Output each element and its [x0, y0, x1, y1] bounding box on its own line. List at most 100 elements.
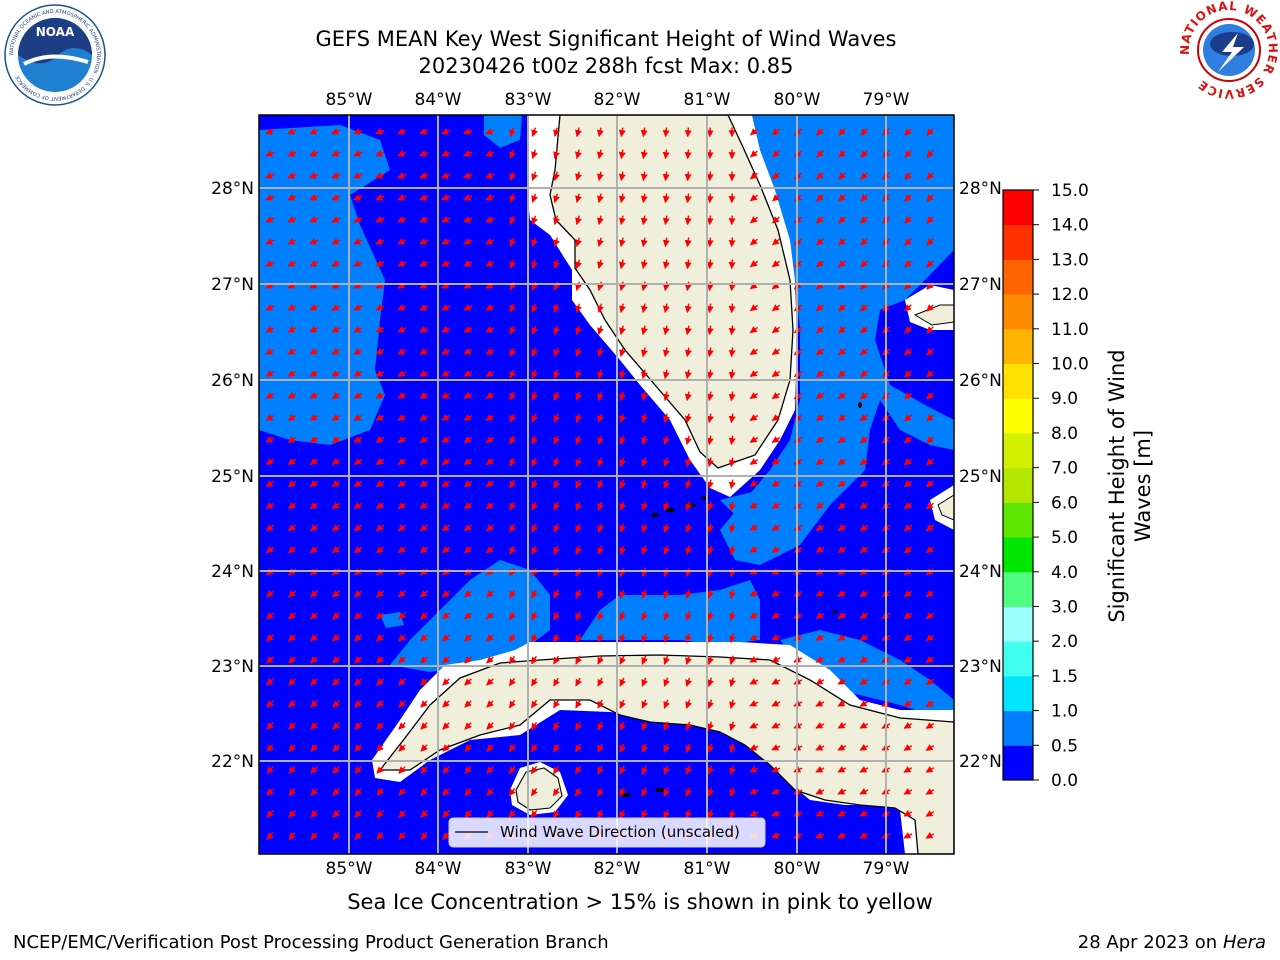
svg-text:82°W: 82°W: [594, 90, 641, 110]
wave-direction-arrow: [662, 149, 670, 160]
wave-direction-arrow: [419, 260, 429, 267]
wave-direction-arrow: [619, 765, 626, 775]
colorbar-segment: [1003, 432, 1033, 469]
wave-direction-arrow: [287, 172, 297, 179]
wave-direction-arrow: [575, 435, 582, 445]
wave-direction-arrow: [815, 304, 824, 312]
wave-direction-arrow: [641, 721, 648, 731]
wave-direction-arrow: [663, 721, 670, 731]
wave-direction-arrow: [597, 413, 604, 423]
wave-direction-arrow: [904, 304, 912, 312]
wave-direction-arrow: [509, 611, 516, 621]
colorbar-segment: [1003, 606, 1033, 642]
wave-direction-arrow: [266, 700, 274, 708]
wave-direction-arrow: [441, 172, 451, 179]
wave-direction-arrow: [816, 150, 824, 158]
wave-direction-arrow: [397, 524, 407, 532]
wave-direction-arrow: [441, 304, 451, 311]
wave-direction-arrow: [684, 413, 692, 424]
wave-direction-arrow: [553, 589, 560, 599]
wave-direction-arrow: [663, 743, 670, 753]
nws-logo-icon: NATIONAL WEATHER SERVICE: [1178, 0, 1279, 101]
wave-direction-arrow: [860, 238, 868, 246]
wave-direction-arrow: [265, 524, 275, 532]
wave-direction-arrow: [353, 150, 363, 157]
wave-direction-arrow: [837, 348, 846, 356]
wave-direction-arrow: [531, 435, 538, 445]
wave-direction-arrow: [641, 457, 648, 467]
wave-direction-arrow: [376, 678, 384, 686]
wave-direction-arrow: [375, 260, 385, 267]
wave-direction-arrow: [531, 237, 538, 247]
wave-direction-arrow: [508, 765, 516, 775]
noaa-logo-icon: NOAA NATIONAL OCEANIC AND ATMOSPHERIC AD…: [4, 4, 106, 106]
wave-direction-arrow: [619, 523, 626, 533]
wave-direction-arrow: [618, 149, 626, 160]
sea-ice-note: Sea Ice Concentration > 15% is shown in …: [347, 890, 933, 914]
wave-direction-arrow: [485, 238, 495, 245]
wave-direction-arrow: [597, 655, 604, 665]
wave-direction-arrow: [375, 370, 385, 377]
wave-direction-arrow: [859, 722, 869, 729]
wave-direction-arrow: [749, 172, 758, 180]
wave-direction-arrow: [860, 150, 868, 158]
wave-direction-arrow: [706, 325, 714, 336]
wave-direction-arrow: [575, 787, 582, 797]
wave-direction-arrow: [771, 612, 781, 619]
wave-direction-arrow: [771, 502, 781, 509]
wave-direction-arrow: [553, 435, 560, 445]
wave-direction-arrow: [419, 326, 429, 333]
wave-direction-arrow: [575, 765, 582, 775]
wave-direction-arrow: [597, 303, 604, 313]
wave-direction-arrow: [420, 810, 428, 818]
wave-direction-arrow: [837, 458, 847, 466]
wave-direction-arrow: [397, 238, 407, 245]
wave-direction-arrow: [531, 501, 538, 511]
wave-direction-arrow: [641, 347, 648, 358]
wave-direction-arrow: [309, 370, 319, 377]
wave-direction-arrow: [353, 392, 363, 399]
wave-direction-arrow: [486, 612, 494, 620]
wave-direction-arrow: [508, 721, 516, 731]
wave-direction-arrow: [685, 611, 692, 621]
wave-direction-arrow: [728, 457, 736, 468]
wave-direction-arrow: [353, 326, 363, 333]
wave-direction-arrow: [903, 656, 913, 664]
svg-text:25°N: 25°N: [211, 467, 254, 487]
wave-direction-arrow: [265, 260, 275, 267]
wave-direction-arrow: [904, 128, 912, 136]
wave-direction-arrow: [310, 788, 318, 796]
wave-direction-arrow: [837, 414, 847, 422]
wave-direction-arrow: [331, 480, 341, 488]
wave-direction-arrow: [441, 238, 451, 245]
wave-direction-arrow: [353, 590, 362, 598]
wave-direction-arrow: [464, 744, 472, 752]
wave-direction-arrow: [903, 700, 913, 707]
svg-text:79°W: 79°W: [863, 90, 910, 110]
wave-direction-arrow: [663, 677, 670, 687]
wave-direction-arrow: [332, 700, 340, 708]
map-frame: [258, 114, 955, 855]
wave-direction-arrow: [485, 172, 495, 179]
wave-direction-arrow: [925, 458, 934, 466]
wave-direction-arrow: [420, 832, 428, 840]
wave-direction-arrow: [375, 238, 385, 245]
wave-direction-arrow: [575, 699, 582, 709]
wave-direction-arrow: [749, 502, 759, 509]
wave-direction-arrow: [838, 194, 846, 202]
wave-direction-arrow: [771, 656, 781, 663]
colorbar-tick-label: 10.0: [1051, 355, 1089, 375]
wave-direction-arrow: [509, 457, 516, 467]
wave-direction-arrow: [662, 171, 670, 182]
wave-direction-arrow: [287, 458, 297, 466]
colorbar-tick-label: 14.0: [1051, 216, 1089, 236]
wave-direction-arrow: [353, 414, 363, 421]
wave-direction-arrow: [575, 655, 582, 665]
wave-direction-arrow: [486, 766, 494, 774]
wave-direction-arrow: [464, 722, 472, 730]
wave-direction-arrow: [596, 149, 604, 160]
wave-direction-arrow: [859, 656, 869, 663]
wave-direction-arrow: [265, 502, 275, 510]
colorbar-segment: [1003, 259, 1033, 295]
wave-direction-arrow: [419, 546, 429, 554]
